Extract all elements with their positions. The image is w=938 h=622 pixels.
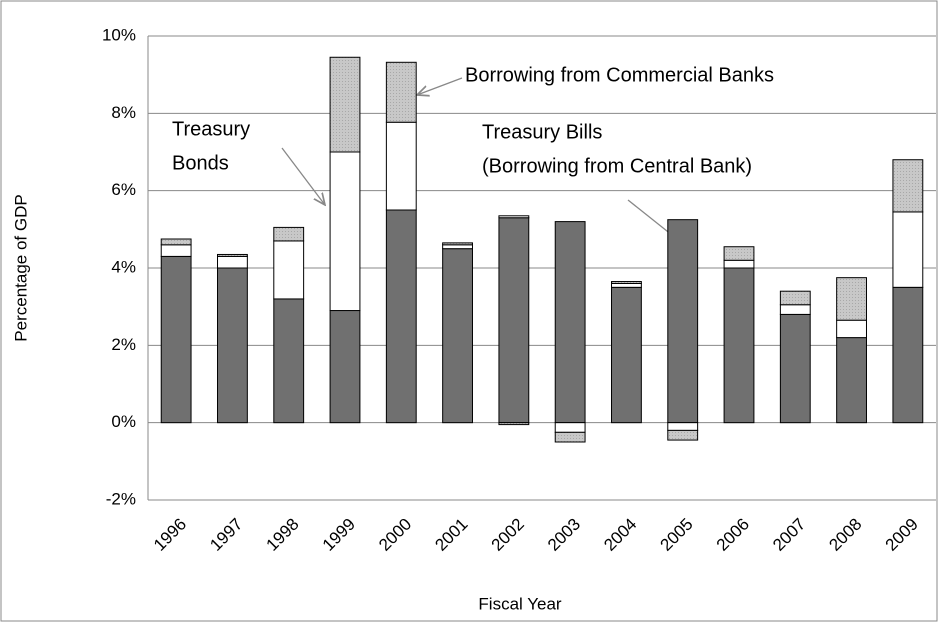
y-tick-label: 0% [111, 412, 136, 431]
bar-segment [160, 238, 192, 246]
annotation: Treasury [172, 118, 250, 140]
x-tick-label: 2007 [769, 515, 809, 555]
bar-segment [779, 290, 811, 306]
arrow [281, 147, 325, 205]
x-tick-label: 2009 [882, 515, 922, 555]
bar-segment [554, 221, 586, 424]
x-tick-label: 2000 [375, 515, 415, 555]
arrow [417, 77, 463, 95]
annotation: Bonds [172, 152, 229, 174]
bar-segment [498, 215, 530, 219]
bar-segment [723, 246, 755, 261]
bar-segment [160, 244, 192, 257]
bar-segment [273, 298, 305, 424]
annotation: Borrowing from Commercial Banks [465, 64, 774, 86]
y-tick-label: -2% [106, 489, 136, 508]
bar-segment [892, 159, 924, 213]
bar-segment [836, 277, 867, 321]
bar-segment [385, 61, 417, 123]
y-tick-label: 8% [111, 103, 136, 122]
x-tick-label: 2006 [713, 515, 753, 555]
bars [160, 56, 924, 443]
bar-segment [779, 304, 811, 315]
bar-segment [217, 253, 248, 257]
x-tick-label: 2001 [431, 515, 471, 555]
bar-segment [723, 267, 755, 424]
bar-segment [667, 219, 699, 424]
annotation: (Borrowing from Central Bank) [482, 155, 752, 177]
x-tick-label: 1996 [150, 515, 190, 555]
x-tick-label: 2008 [825, 515, 865, 555]
bar-segment [385, 121, 417, 211]
x-axis-title: Fiscal Year [478, 594, 561, 613]
x-tick-label: 2004 [600, 515, 640, 555]
y-axis-title: Percentage of GDP [11, 194, 30, 341]
x-tick-label: 1997 [206, 515, 246, 555]
bar-segment [892, 211, 924, 288]
bar-segment [667, 429, 699, 441]
bar-segment [442, 242, 473, 246]
bar-segment [836, 319, 867, 339]
bar-segment [611, 281, 642, 284]
bar-segment [442, 248, 473, 424]
x-tick-label: 2002 [488, 515, 528, 555]
y-tick-label: 2% [111, 335, 136, 354]
bar-segment [611, 286, 642, 424]
bar-segment [554, 431, 586, 443]
bar-segment [892, 286, 924, 424]
bar-segment [160, 255, 192, 424]
bar-segment [273, 240, 305, 300]
bar-segment [779, 313, 811, 424]
bar-segment [554, 422, 586, 433]
x-tick-label: 2003 [544, 515, 584, 555]
grid [147, 35, 936, 501]
bar-segment [217, 267, 248, 424]
bar-segment [667, 422, 699, 431]
bar-segment [498, 217, 530, 424]
y-tick-label: 4% [111, 257, 136, 276]
annotation: Treasury Bills [482, 121, 602, 143]
y-tick-label: 6% [111, 180, 136, 199]
x-tick-label: 1999 [319, 515, 359, 555]
bar-segment [498, 422, 530, 426]
bar-segment [217, 255, 248, 269]
bar-segment [329, 310, 361, 424]
bar-segment [329, 151, 361, 312]
bar-segment [723, 259, 755, 269]
bar-segment [329, 56, 361, 153]
bar-segment [273, 226, 305, 242]
bar-segment [836, 337, 867, 424]
bar-segment [385, 209, 417, 424]
bar-segment [442, 244, 473, 250]
x-tick-label: 1998 [263, 515, 303, 555]
x-tick-label: 2005 [657, 515, 697, 555]
y-tick-label: 10% [102, 25, 136, 44]
bar-segment [611, 282, 642, 288]
